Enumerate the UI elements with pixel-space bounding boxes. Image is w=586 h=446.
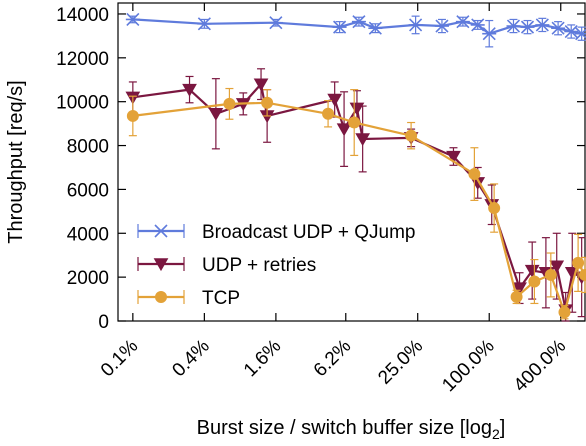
plot-area-frame: [117, 2, 586, 322]
data-point: [520, 20, 535, 34]
data-point: [572, 256, 585, 269]
x-tick-label: 100.0%: [438, 336, 498, 396]
data-point: [368, 21, 383, 35]
series-1: [125, 68, 586, 322]
data-point: [349, 102, 365, 116]
data-point: [125, 12, 140, 27]
series-layer: [125, 12, 586, 322]
y-tick-label: 12000: [56, 49, 109, 70]
data-point: [506, 19, 521, 33]
legend-label: Broadcast UDP + QJump: [202, 222, 416, 243]
legend-marker: [154, 224, 168, 238]
data-point: [348, 116, 361, 129]
data-point: [482, 27, 497, 41]
data-point: [535, 18, 550, 32]
data-point: [322, 107, 335, 120]
data-point: [551, 21, 566, 35]
data-point: [223, 97, 236, 110]
data-point: [558, 306, 571, 319]
data-point: [208, 108, 224, 121]
legend: Broadcast UDP + QJump UDP + retries TCP: [137, 222, 416, 309]
data-point: [434, 19, 449, 33]
data-point: [524, 264, 540, 278]
x-axis-title-subscript: 2: [492, 426, 500, 442]
y-axis-title: Throughput [req/s]: [5, 80, 27, 243]
legend-label: TCP: [202, 288, 240, 309]
data-point: [327, 93, 343, 107]
data-point: [470, 18, 485, 32]
x-axis-title-suffix: ]: [500, 417, 506, 439]
data-point: [544, 268, 557, 281]
x-axis-title: Burst size / switch buffer size [log2]: [197, 417, 506, 442]
x-axis-title-main: Burst size / switch buffer size [log: [197, 417, 492, 439]
x-tick-label: 0.4%: [168, 336, 214, 382]
x-tick-label: 25.0%: [374, 336, 427, 389]
y-axis: 0 2000 4000 6000 8000 10000 12000 14000: [56, 5, 585, 333]
data-point: [408, 18, 423, 32]
data-point: [268, 16, 283, 30]
data-point: [455, 15, 470, 29]
series-2: [126, 87, 586, 320]
x-axis: 0.1% 0.4% 1.6% 6.2% 25.0% 100.0% 400.0%: [97, 3, 570, 396]
y-tick-label: 2000: [67, 268, 109, 289]
data-point: [182, 83, 197, 97]
data-point: [336, 123, 352, 137]
data-point: [446, 150, 461, 164]
data-point: [574, 27, 586, 41]
series-0: [125, 12, 586, 48]
data-point: [512, 282, 527, 296]
y-tick-label: 14000: [56, 5, 109, 26]
x-tick-label: 0.1%: [97, 336, 143, 382]
data-point: [197, 17, 212, 31]
legend-item-1: UDP + retries: [137, 255, 316, 276]
x-tick-label: 1.6%: [240, 336, 286, 382]
legend-marker: [155, 291, 167, 303]
legend-label: UDP + retries: [202, 255, 316, 276]
legend-item-2: TCP: [137, 288, 240, 309]
data-point: [549, 260, 565, 274]
x-tick-label: 400.0%: [510, 336, 570, 396]
data-point: [528, 275, 541, 288]
data-point: [126, 109, 139, 122]
series-line: [132, 101, 586, 314]
y-tick-label: 10000: [56, 93, 109, 114]
data-point: [488, 202, 501, 215]
data-point: [468, 168, 481, 181]
data-point: [405, 129, 418, 142]
data-point: [351, 15, 366, 29]
data-point: [564, 24, 579, 39]
data-point: [253, 78, 269, 92]
y-tick-label: 4000: [67, 224, 109, 245]
data-point: [332, 20, 347, 34]
data-point: [579, 268, 586, 281]
legend-item-0: Broadcast UDP + QJump: [137, 222, 416, 243]
y-tick-label: 0: [98, 312, 109, 333]
data-point: [355, 133, 371, 147]
x-tick-label: 6.2%: [310, 336, 356, 382]
data-point: [261, 96, 274, 109]
legend-marker: [153, 258, 169, 272]
data-point: [510, 290, 523, 303]
y-tick-label: 8000: [67, 137, 109, 158]
y-tick-label: 6000: [67, 180, 109, 201]
